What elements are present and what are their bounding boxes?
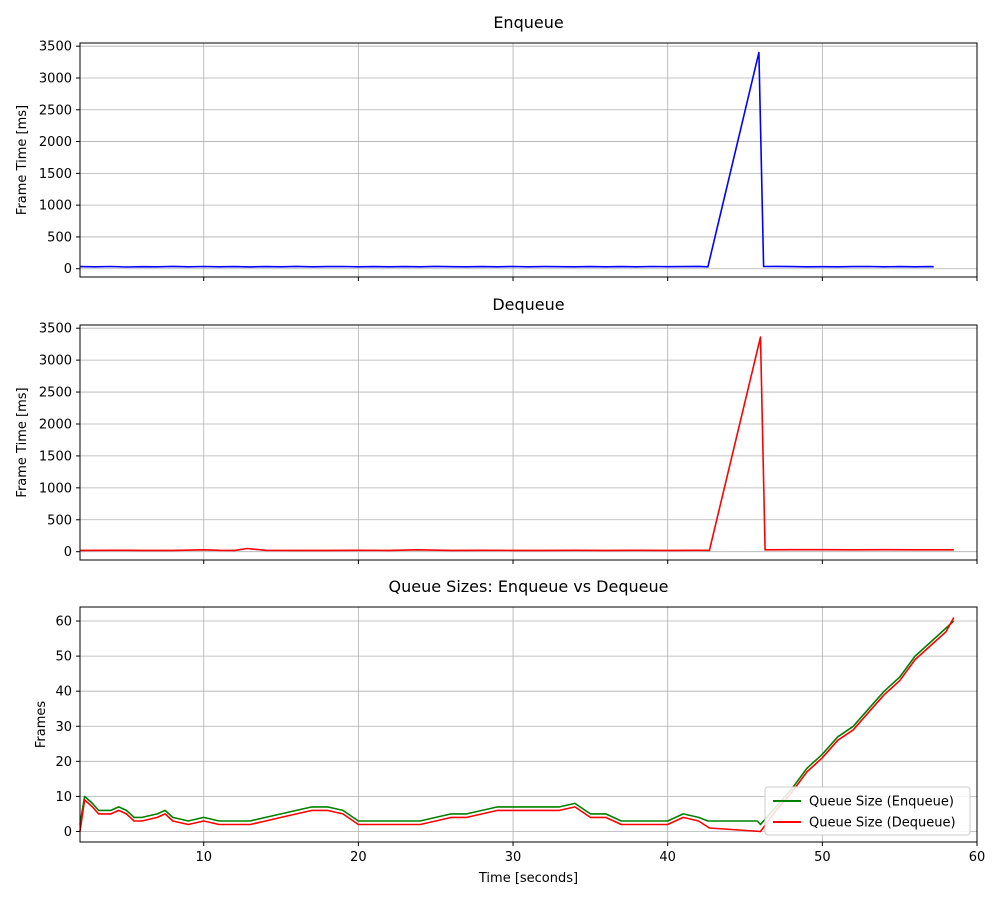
y-tick-label: 60: [55, 615, 72, 630]
x-tick-label: 40: [659, 850, 676, 865]
series-line-1: [79, 620, 955, 826]
y-tick-label: 50: [55, 650, 72, 665]
chart-title: Queue Sizes: Enqueue vs Dequeue: [389, 577, 669, 596]
y-tick-label: 40: [55, 685, 72, 700]
y-axis-label: Frame Time [ms]: [15, 105, 30, 215]
plot-frame: [79, 42, 978, 278]
chart-2: 0 500 1000 1500 2000 2500 3000 3500 Dequeue Frame…: [15, 295, 978, 564]
legend-label: Queue Size (Dequeue): [809, 816, 956, 831]
y-tick-label: 30: [55, 720, 72, 735]
chart-title: Dequeue: [492, 295, 564, 314]
y-tick-label: 1500: [39, 167, 72, 182]
y-tick-label: 3500: [39, 322, 72, 337]
y-tick-label: 0: [64, 545, 72, 560]
y-tick-label: 1000: [39, 481, 72, 496]
y-tick-label: 2000: [39, 417, 72, 432]
y-tick-label: 3000: [39, 71, 72, 86]
series-line-1: [79, 51, 934, 268]
y-tick-label: 3000: [39, 354, 72, 369]
y-tick-label: 10: [55, 790, 72, 805]
legend-box: [764, 786, 971, 836]
x-tick-label: 30: [505, 850, 522, 865]
x-tick-label: 60: [969, 850, 986, 865]
series-line-1: [79, 336, 954, 552]
y-tick-label: 2500: [39, 386, 72, 401]
y-tick-label: 1000: [39, 199, 72, 214]
y-tick-label: 3500: [39, 40, 72, 55]
x-tick-label: 50: [814, 850, 831, 865]
x-axis-label: Time [seconds]: [478, 871, 578, 886]
chart-title: Enqueue: [493, 13, 563, 32]
y-axis-label: Frame Time [ms]: [15, 387, 30, 497]
y-tick-label: 2000: [39, 135, 72, 150]
plot-frame: [79, 324, 978, 561]
series-line-2: [79, 617, 955, 833]
plot-frame: [79, 606, 978, 843]
y-tick-label: 500: [47, 230, 72, 245]
x-tick-label: 10: [195, 850, 212, 865]
x-tick-label: 20: [350, 850, 367, 865]
y-tick-label: 20: [55, 755, 72, 770]
legend-label: Queue Size (Enqueue): [809, 795, 954, 810]
chart-3: 10 20 30 40 50 60 0 10 20 30 40 50 60 Queue Sizes: En…: [34, 577, 985, 886]
y-tick-label: 1500: [39, 449, 72, 464]
y-tick-label: 0: [64, 262, 72, 277]
chart-1: 0 500 1000 1500 2000 2500 3000 3500 Enqueue Frame…: [15, 13, 978, 281]
legend: Queue Size (Enqueue) Queue Size (Dequeue): [764, 786, 971, 836]
y-tick-label: 2500: [39, 103, 72, 118]
y-tick-label: 0: [64, 825, 72, 840]
y-axis-label: Frames: [34, 701, 49, 749]
y-tick-label: 500: [47, 513, 72, 528]
